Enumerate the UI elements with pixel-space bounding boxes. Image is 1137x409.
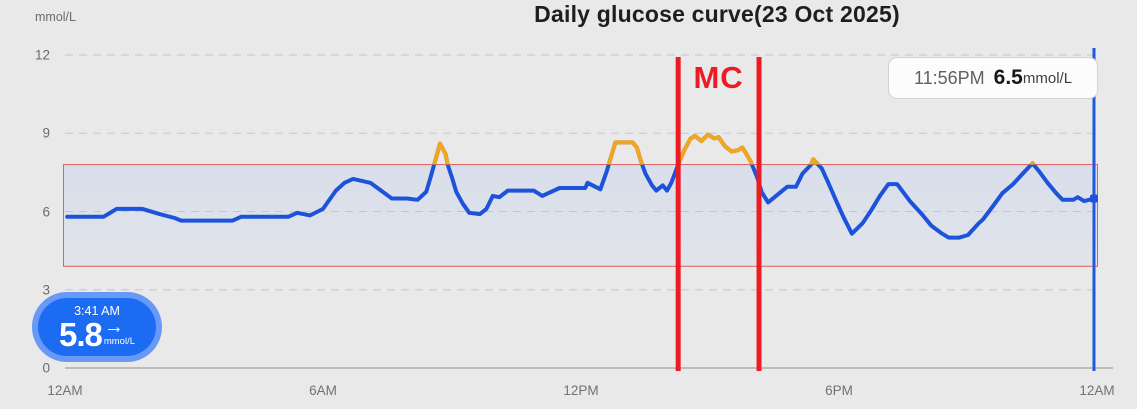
scan-reading-value: 5.8	[58, 316, 103, 353]
page-title: Daily glucose curve(23 Oct 2025)	[534, 1, 900, 27]
y-tick-label-6: 6	[42, 204, 50, 219]
current-reading-time: 11:56PM	[913, 67, 985, 88]
y-tick-label-0: 0	[42, 360, 50, 376]
scan-reading-time: 3:41 AM	[74, 304, 120, 318]
current-reading-unit: mmol/L	[1022, 69, 1073, 87]
x-tick-label-12am-0: 12AM	[47, 383, 83, 398]
y-gridlines	[65, 54, 1113, 369]
scan-reading-unit: mmol/L	[103, 336, 136, 347]
latest-reading-dot	[1089, 194, 1098, 203]
x-tick-label-12pm-12: 12PM	[563, 383, 599, 398]
y-tick-label-9: 9	[42, 125, 50, 141]
x-tick-label-12am-24: 12AM	[1079, 383, 1115, 398]
scan-reading-bubble: 3:41 AM 5.8 → mmol/L	[32, 292, 162, 362]
y-tick-label-3: 3	[42, 282, 50, 298]
meal-event-label: MC	[693, 60, 744, 95]
x-tick-label-6pm-18: 6PM	[825, 383, 853, 398]
glucose-curve-above-range	[432, 132, 1037, 165]
target-range-band	[63, 164, 1098, 267]
y-axis-unit-label: mmol/L	[35, 10, 76, 24]
current-reading-value: 6.5	[993, 66, 1023, 89]
current-reading-badge: 11:56PM 6.5 mmol/L	[888, 57, 1098, 99]
trend-arrow-icon: →	[103, 316, 124, 338]
meal-event-lines	[675, 57, 762, 371]
meal-event-line-1	[675, 57, 681, 371]
y-tick-label-12: 12	[34, 47, 50, 63]
scan-reading-bubble-inner: 3:41 AM 5.8 → mmol/L	[38, 298, 156, 356]
x-tick-label-6am-6: 6AM	[309, 383, 337, 398]
current-time-cursor-line	[1092, 48, 1096, 371]
meal-event-line-2	[756, 57, 762, 371]
